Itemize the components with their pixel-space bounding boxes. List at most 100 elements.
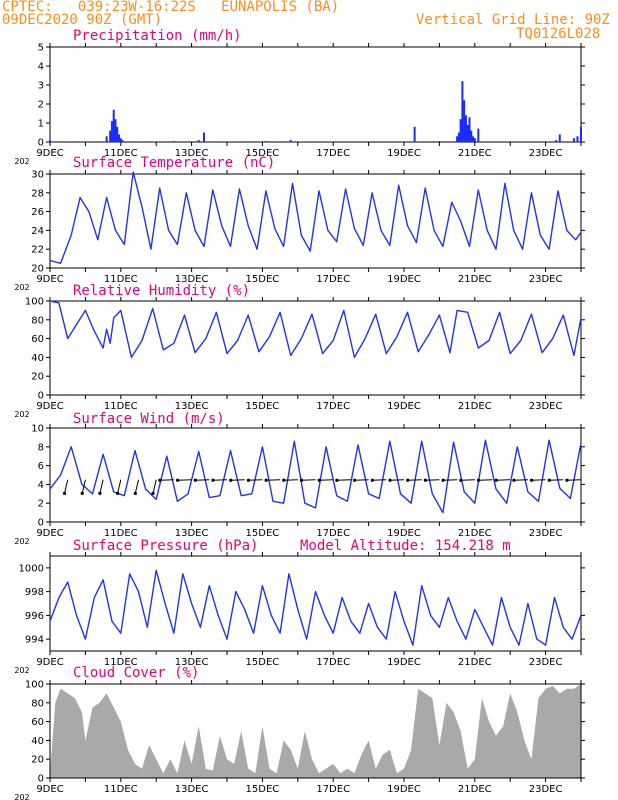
y-tick-label: 24 (31, 226, 44, 237)
x-year-label: 202 (14, 157, 29, 166)
wind-arrow (513, 479, 528, 481)
y-tick-label: 60 (31, 717, 44, 728)
wind-arrow (64, 479, 69, 494)
precip-bar (576, 136, 579, 142)
panel-1 (46, 170, 585, 272)
x-tick-label: 9DEC (36, 274, 63, 285)
pressure-title: Surface Pressure (hPa) (73, 538, 259, 554)
header-code: TQ0126L028 (516, 26, 601, 42)
x-tick-label: 13DEC (175, 528, 209, 539)
x-tick-label: 13DEC (175, 784, 209, 795)
x-tick-label: 15DEC (246, 528, 280, 539)
wind-arrow (301, 479, 316, 481)
x-tick-label: 21DEC (458, 657, 492, 668)
x-tick-label: 23DEC (529, 657, 563, 668)
x-tick-label: 23DEC (529, 528, 563, 539)
wind-arrow-head (335, 478, 339, 482)
x-tick-label: 9DEC (36, 784, 63, 795)
x-tick-label: 21DEC (458, 401, 492, 412)
x-tick-label: 17DEC (316, 528, 350, 539)
y-tick-label: 20 (31, 372, 44, 383)
y-tick-label: 20 (31, 755, 44, 766)
precip-title: Precipitation (mm/h) (73, 28, 242, 44)
wind-arrow (195, 479, 210, 481)
precip-bar (289, 140, 292, 142)
panel-2 (46, 297, 585, 399)
x-tick-label: 21DEC (458, 274, 492, 285)
x-year-label: 202 (14, 666, 29, 675)
precip-bar (172, 141, 175, 142)
panel-0 (46, 43, 585, 146)
wind-arrow (549, 479, 564, 481)
series-line (49, 569, 582, 646)
precip-bar (572, 138, 575, 142)
precip-bar (105, 136, 108, 142)
panel-frame (49, 300, 582, 396)
wind-arrow-head (98, 491, 102, 495)
wind-arrow (177, 479, 192, 481)
y-tick-label: 3 (38, 81, 44, 92)
wind-arrow-head (282, 478, 286, 482)
x-year-label: 202 (14, 410, 29, 419)
precip-bar (555, 140, 558, 142)
wind-arrow (159, 479, 174, 481)
wind-arrow-head (80, 491, 84, 495)
x-tick-label: 19DEC (387, 657, 421, 668)
wind-arrow (212, 479, 228, 481)
x-tick-label: 9DEC (36, 401, 63, 412)
y-tick-label: 80 (31, 315, 44, 326)
x-tick-label: 9DEC (36, 528, 63, 539)
y-tick-label: 2 (38, 499, 44, 510)
x-tick-label: 23DEC (529, 401, 563, 412)
y-tick-label: 20 (31, 264, 44, 275)
wind-arrow-head (151, 491, 155, 495)
wind-arrow (152, 479, 157, 494)
y-tick-label: 0 (38, 518, 44, 529)
x-tick-label: 17DEC (316, 274, 350, 285)
x-tick-label: 13DEC (175, 148, 209, 159)
wind-arrow-head (512, 478, 516, 482)
y-tick-label: 26 (31, 207, 44, 218)
y-tick-label: 40 (31, 353, 44, 364)
precip-bar (413, 126, 416, 142)
wind-arrow-head (388, 478, 392, 482)
wind-arrow-head (353, 478, 357, 482)
cloud-title: Cloud Cover (%) (73, 665, 200, 681)
series-line (49, 300, 582, 359)
precip-bar (264, 141, 267, 142)
y-tick-label: 994 (25, 635, 44, 646)
x-tick-label: 21DEC (458, 528, 492, 539)
wind-arrow-head (133, 491, 137, 495)
y-tick-label: 22 (31, 245, 44, 256)
panel-frame-overlay (49, 683, 582, 779)
precip-bar (49, 140, 51, 142)
wind-arrow (283, 479, 298, 481)
y-tick-label: 4 (38, 480, 44, 491)
wind-arrow (354, 479, 369, 481)
y-tick-label: 1 (38, 119, 44, 130)
series-line (49, 439, 582, 514)
y-tick-label: 2 (38, 100, 44, 111)
precip-bar (109, 130, 112, 142)
precip-bar (463, 100, 466, 142)
wind-arrow-head (246, 478, 251, 482)
x-tick-label: 21DEC (458, 148, 492, 159)
wind-arrow-head (176, 478, 180, 482)
precip-bar (118, 134, 121, 142)
precip-bar (464, 115, 467, 142)
wind-arrow-head (530, 478, 534, 482)
y-tick-label: 60 (31, 334, 44, 345)
temp-title: Surface Temperature (nC) (73, 155, 276, 171)
model-altitude: Model Altitude: 154.218 m (300, 538, 511, 554)
x-tick-label: 23DEC (529, 274, 563, 285)
wind-arrow (266, 479, 281, 481)
panel-5 (46, 680, 585, 782)
header-line1: CPTEC: 039:23W-16:22S EUNAPOLIS (BA) (2, 0, 340, 15)
wind-arrow (496, 479, 511, 481)
wind-arrow-head (211, 478, 215, 482)
wind-arrow (531, 479, 546, 481)
wind-arrow-head (547, 478, 551, 482)
wind-arrow (566, 479, 582, 481)
y-tick-label: 996 (25, 611, 44, 622)
x-tick-label: 17DEC (316, 657, 350, 668)
